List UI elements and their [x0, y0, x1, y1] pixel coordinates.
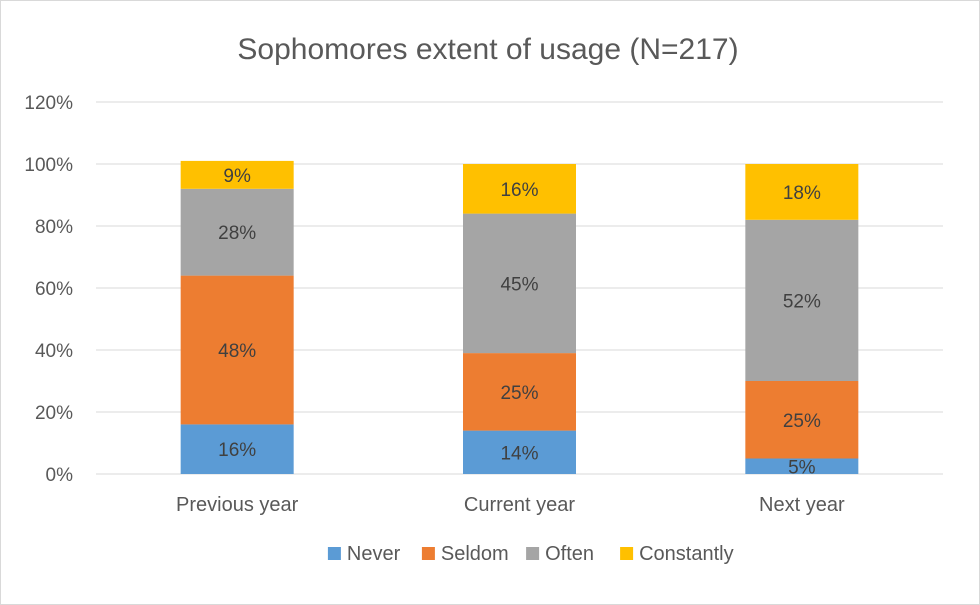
data-label: 16% — [218, 440, 256, 461]
legend-item-seldom: Seldom — [421, 543, 509, 565]
bar-often-2 — [463, 213, 576, 354]
data-label: 14% — [500, 443, 538, 464]
bars — [180, 160, 859, 474]
legend-label: Never — [347, 543, 401, 565]
x-category-label: Previous year — [176, 494, 299, 516]
bar-never-3 — [745, 458, 859, 474]
data-label: 28% — [218, 223, 256, 244]
x-category-label: Next year — [759, 494, 845, 516]
bar-seldom-2 — [463, 353, 576, 431]
data-label: 52% — [783, 291, 821, 312]
legend-label: Seldom — [441, 543, 509, 565]
y-tick-label: 0% — [46, 465, 74, 486]
y-tick-label: 20% — [35, 403, 73, 424]
data-label: 48% — [218, 341, 256, 362]
data-labels: 16% 48% 28% 9% 14% 25% 45% 16% 5% 25% 52% 18% — [218, 166, 821, 478]
legend-swatch — [327, 547, 341, 560]
bar-often-3 — [745, 219, 859, 381]
data-label: 25% — [783, 411, 821, 432]
chart-title: Sophomores extent of usage (N=217) — [237, 33, 738, 66]
legend-item-never: Never — [327, 543, 401, 565]
y-tick-label: 120% — [24, 93, 73, 114]
bar-constantly-3 — [745, 164, 859, 220]
y-axis-ticks: 0% 20% 40% 60% 80% 100% 120% — [24, 93, 73, 486]
data-label: 16% — [500, 180, 538, 201]
y-tick-label: 80% — [35, 217, 73, 238]
data-label: 5% — [788, 457, 816, 478]
legend: Never Seldom Often Constantly — [327, 543, 734, 565]
bar-never-2 — [463, 430, 576, 474]
legend-label: Often — [545, 543, 594, 565]
data-label: 25% — [500, 383, 538, 404]
y-tick-label: 40% — [35, 341, 73, 362]
y-tick-label: 100% — [24, 155, 73, 176]
bar-constantly-2 — [463, 164, 576, 214]
bar-seldom-3 — [745, 381, 859, 459]
bar-never-1 — [180, 424, 294, 474]
data-label: 45% — [500, 274, 538, 295]
legend-swatch — [620, 547, 634, 560]
x-axis-categories: Previous year Current year Next year — [176, 494, 845, 516]
legend-label: Constantly — [639, 543, 734, 565]
data-label: 18% — [783, 183, 821, 204]
y-tick-label: 60% — [35, 279, 73, 300]
legend-swatch — [421, 547, 435, 560]
bar-often-1 — [180, 188, 294, 276]
legend-swatch — [526, 547, 540, 560]
legend-item-constantly: Constantly — [620, 543, 734, 565]
legend-item-often: Often — [526, 543, 594, 565]
data-label: 9% — [223, 166, 251, 187]
x-category-label: Current year — [464, 494, 575, 516]
bar-seldom-1 — [180, 275, 294, 425]
bar-constantly-1 — [180, 160, 294, 189]
